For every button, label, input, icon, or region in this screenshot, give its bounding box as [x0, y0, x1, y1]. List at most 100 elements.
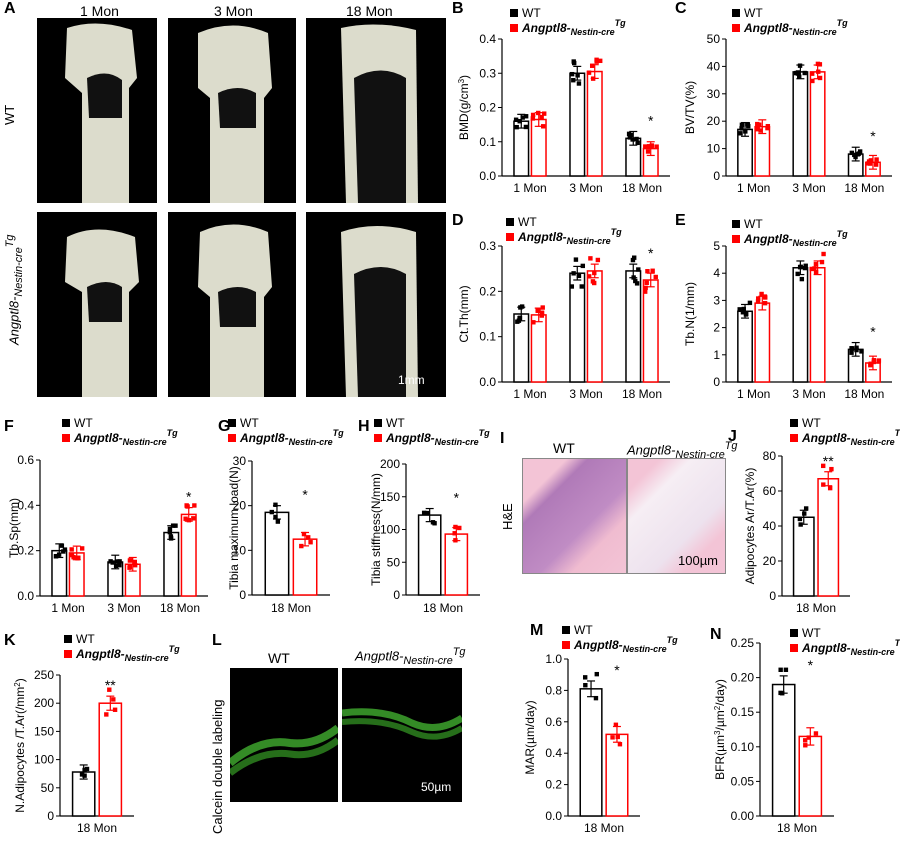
chart-g-point — [299, 543, 304, 549]
chart-n-point — [780, 691, 785, 696]
chart-e-point — [819, 259, 825, 265]
chart-d-point — [540, 305, 545, 310]
chart-b-legend-tg-swatch — [510, 24, 518, 32]
chart-f-point — [186, 517, 192, 523]
y-tick-label: 0 — [769, 589, 776, 603]
chart-k-legend-wt-swatch — [64, 635, 72, 643]
chart-d-point — [643, 289, 648, 294]
chart-c-point — [765, 123, 771, 129]
significance-marker: ** — [105, 677, 116, 693]
chart-m-point — [583, 683, 588, 688]
chart-n-point — [778, 667, 783, 672]
chart-b-point — [645, 149, 651, 154]
x-tick-label: 3 Mon — [107, 601, 140, 615]
chart-d-point — [595, 257, 601, 263]
calcein-title-tg: Angptl8-Nestin-creTg — [355, 646, 466, 667]
y-tick-label: 0.3 — [479, 66, 496, 80]
chart-c-legend-wt-label: WT — [744, 6, 763, 20]
chart-g-point — [269, 509, 274, 515]
bar-wt — [569, 72, 586, 177]
chart-e-point — [812, 266, 817, 271]
chart-n-point — [806, 735, 811, 740]
chart-m-point — [593, 695, 599, 701]
bar-wt — [163, 531, 180, 597]
bar-wt — [771, 683, 796, 817]
chart-f-point — [127, 564, 133, 569]
chart-c-point — [817, 62, 823, 67]
chart-c-point — [849, 150, 855, 156]
chart-c-point — [816, 69, 821, 74]
chart-n-point — [783, 667, 789, 672]
chart-b-point — [523, 124, 529, 130]
y-tick-label: 3 — [713, 293, 720, 307]
chart-m-point — [610, 735, 615, 740]
chart-d-point — [539, 310, 545, 315]
chart-f-point — [132, 559, 137, 565]
chart-e-point — [763, 295, 768, 300]
y-tick-label: 0.4 — [17, 498, 34, 512]
chart-b-point — [513, 117, 519, 122]
chart-b-point — [530, 112, 536, 118]
y-tick-label: 40 — [707, 59, 721, 73]
chart-h-point — [452, 531, 457, 536]
chart-f-point — [117, 559, 122, 564]
chart-c-point — [874, 157, 879, 162]
y-tick-label: 0 — [239, 588, 246, 602]
chart-d-point — [588, 256, 593, 261]
y-tick-label: 10 — [233, 543, 247, 557]
chart-c: 0 10 20 30 40 50 BV/TV(%) WTAngptl8-Nestin-creT… — [683, 6, 892, 195]
x-tick-label: 18 Mon — [777, 821, 817, 835]
chart-e-point — [803, 263, 808, 268]
chart-d: 0.0 0.1 0.2 0.3 Ct.Th(mm) WTAngptl8-Nestin-cr… — [457, 215, 670, 401]
calcein-ylabel: Calcein double labeling — [210, 699, 225, 834]
y-tick-label: 20 — [233, 499, 247, 513]
y-tick-label: 0.2 — [479, 101, 496, 115]
bar-tg — [586, 70, 603, 177]
y-tick-label: 100 — [380, 523, 400, 537]
chart-b-point — [571, 59, 576, 64]
chart-b-point — [536, 110, 541, 116]
x-tick-label: 18 Mon — [844, 181, 884, 195]
chart-b-point — [654, 144, 659, 149]
y-tick-label: 0.0 — [17, 589, 34, 603]
histology-scalebar: 100µm — [678, 553, 719, 568]
bar-wt — [792, 71, 809, 177]
y-axis-label: Tb.N(1/mm) — [683, 282, 697, 346]
chart-j-point — [802, 511, 807, 516]
chart-e-point — [849, 350, 854, 355]
y-tick-label: 40 — [763, 519, 777, 533]
chart-e-point — [737, 307, 742, 312]
chart-c-point — [810, 71, 815, 76]
microct-col-3: 18 Mon — [346, 3, 393, 19]
chart-n-legend-wt-label: WT — [802, 626, 821, 640]
chart-m-point — [615, 734, 620, 740]
chart-k-point — [104, 712, 109, 717]
chart-f-point — [79, 546, 85, 551]
chart-n-legend-tg-label: Angptl8-Nestin-creTg — [801, 638, 900, 657]
x-tick-label: 18 Mon — [271, 601, 311, 615]
chart-g-legend-wt-label: WT — [240, 416, 259, 430]
chart-f-point — [76, 555, 81, 560]
chart-k-point — [111, 697, 116, 702]
x-tick-label: 18 Mon — [796, 601, 836, 615]
chart-c-point — [852, 152, 857, 158]
chart-e-point — [762, 300, 768, 306]
chart-h-legend-wt-swatch — [374, 419, 382, 427]
chart-g-legend-tg-label: Angptl8-Nestin-creTg — [239, 428, 344, 447]
chart-b-point — [643, 144, 648, 149]
y-tick-label: 30 — [707, 87, 721, 101]
bar-wt — [792, 267, 809, 383]
significance-marker: * — [870, 324, 876, 340]
chart-m: 0.0 0.2 0.4 0.6 0.8 1.0 MAR(µm/day) WTAngptl8-N… — [523, 623, 678, 835]
y-tick-label: 60 — [763, 484, 777, 498]
x-tick-label: 1 Mon — [513, 387, 546, 401]
chart-e-point — [797, 264, 803, 270]
chart-g-point — [273, 502, 278, 507]
y-axis-label: BFR(µm3/µm2/day) — [713, 679, 727, 780]
microct-image-wt-1mon — [37, 18, 157, 203]
chart-n-point — [803, 743, 808, 748]
bar-tg — [292, 538, 318, 596]
chart-n-legend-wt-swatch — [790, 629, 798, 637]
bar-wt — [513, 120, 530, 177]
